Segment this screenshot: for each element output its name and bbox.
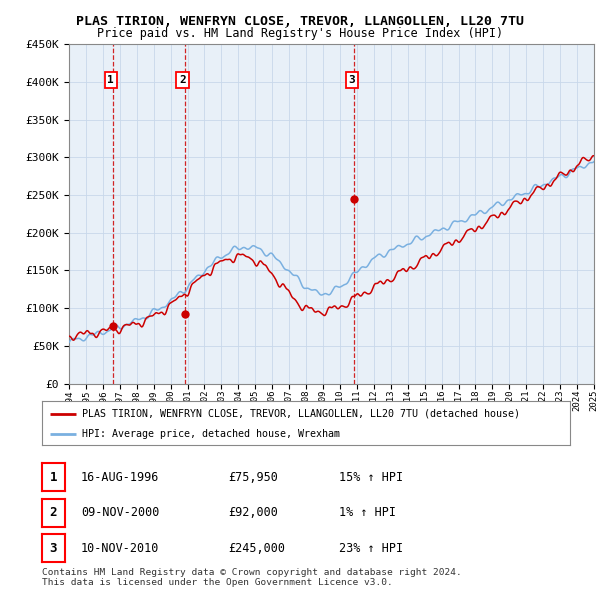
Text: 1% ↑ HPI: 1% ↑ HPI	[339, 506, 396, 519]
Text: £92,000: £92,000	[228, 506, 278, 519]
Text: 2: 2	[50, 506, 57, 519]
Text: Contains HM Land Registry data © Crown copyright and database right 2024.
This d: Contains HM Land Registry data © Crown c…	[42, 568, 462, 587]
Text: 16-AUG-1996: 16-AUG-1996	[81, 471, 160, 484]
Text: 23% ↑ HPI: 23% ↑ HPI	[339, 542, 403, 555]
Text: HPI: Average price, detached house, Wrexham: HPI: Average price, detached house, Wrex…	[82, 430, 340, 440]
Text: 3: 3	[349, 75, 355, 85]
Text: £75,950: £75,950	[228, 471, 278, 484]
Text: 15% ↑ HPI: 15% ↑ HPI	[339, 471, 403, 484]
Text: Price paid vs. HM Land Registry's House Price Index (HPI): Price paid vs. HM Land Registry's House …	[97, 27, 503, 40]
Text: £245,000: £245,000	[228, 542, 285, 555]
Text: 3: 3	[50, 542, 57, 555]
Text: 1: 1	[107, 75, 114, 85]
Text: 1: 1	[50, 471, 57, 484]
Text: PLAS TIRION, WENFRYN CLOSE, TREVOR, LLANGOLLEN, LL20 7TU (detached house): PLAS TIRION, WENFRYN CLOSE, TREVOR, LLAN…	[82, 409, 520, 418]
Text: 10-NOV-2010: 10-NOV-2010	[81, 542, 160, 555]
Text: 2: 2	[179, 75, 186, 85]
Text: PLAS TIRION, WENFRYN CLOSE, TREVOR, LLANGOLLEN, LL20 7TU: PLAS TIRION, WENFRYN CLOSE, TREVOR, LLAN…	[76, 15, 524, 28]
Text: 09-NOV-2000: 09-NOV-2000	[81, 506, 160, 519]
